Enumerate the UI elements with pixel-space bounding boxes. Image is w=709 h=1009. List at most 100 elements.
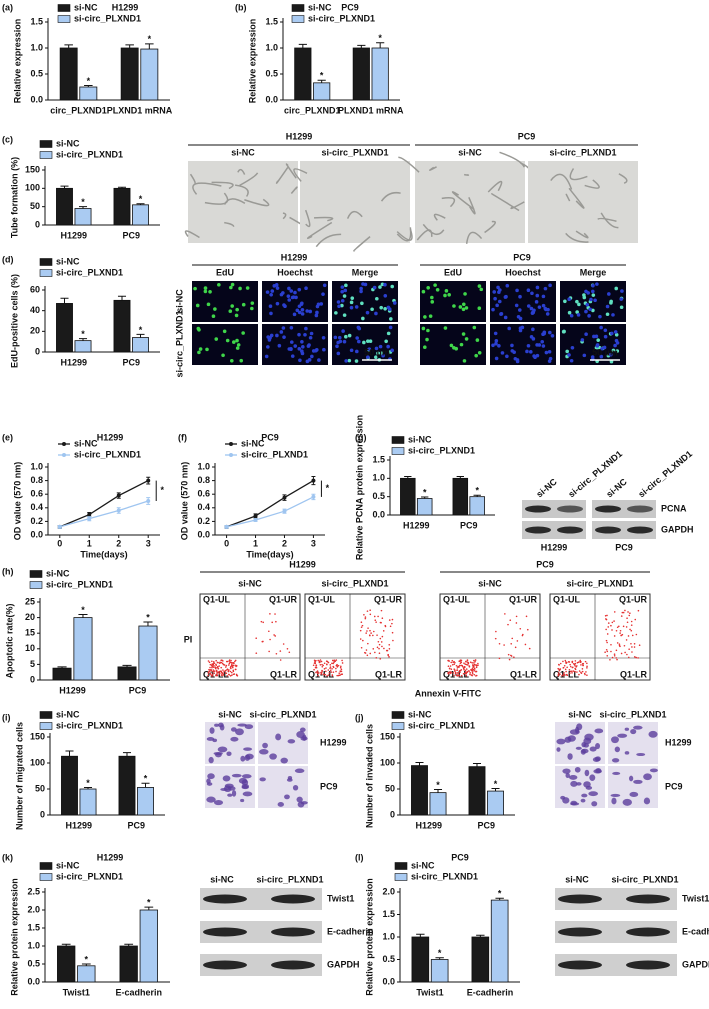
cell bbox=[308, 335, 313, 340]
x-tick-label: Twist1 bbox=[416, 987, 443, 997]
cell bbox=[529, 306, 534, 311]
x-tick-label: PC9 bbox=[122, 230, 140, 240]
cell bbox=[370, 307, 374, 312]
event bbox=[459, 671, 461, 673]
event bbox=[337, 674, 340, 677]
cell bbox=[238, 286, 242, 291]
event bbox=[317, 674, 319, 677]
event bbox=[580, 664, 582, 666]
cell bbox=[386, 331, 391, 336]
cell bbox=[567, 735, 576, 742]
cell bbox=[630, 728, 637, 735]
cell bbox=[620, 289, 624, 293]
cell bbox=[449, 343, 454, 348]
cell bbox=[463, 292, 467, 296]
cell bbox=[297, 287, 302, 292]
cell bbox=[589, 746, 597, 752]
cell bbox=[277, 343, 282, 348]
cell bbox=[321, 335, 326, 340]
cell bbox=[307, 358, 312, 362]
bar bbox=[120, 47, 139, 101]
event bbox=[360, 646, 363, 649]
y-tick-label: 0 bbox=[35, 219, 40, 229]
event bbox=[282, 643, 285, 645]
y-tick-label: 5 bbox=[30, 659, 35, 669]
event bbox=[574, 670, 576, 673]
event bbox=[372, 634, 374, 637]
significance: * bbox=[326, 483, 330, 493]
event bbox=[268, 630, 270, 633]
cell bbox=[633, 725, 643, 730]
event bbox=[364, 652, 367, 654]
row-label: PC9 bbox=[665, 781, 683, 791]
x-tick-label: E-cadherin bbox=[467, 987, 514, 997]
cell bbox=[297, 310, 302, 315]
x-tick-label: H1299 bbox=[60, 357, 87, 367]
x-tick-label: H1299 bbox=[403, 520, 430, 530]
event bbox=[392, 639, 394, 642]
event bbox=[212, 669, 215, 671]
cell bbox=[230, 736, 239, 742]
event bbox=[447, 672, 449, 675]
event bbox=[469, 673, 471, 676]
event bbox=[583, 672, 586, 675]
event bbox=[215, 659, 217, 662]
cell bbox=[304, 286, 308, 291]
event bbox=[626, 653, 628, 656]
x-tick-label: circ_PLXND1 bbox=[50, 105, 107, 115]
event bbox=[471, 669, 473, 672]
event bbox=[380, 621, 382, 624]
tube bbox=[235, 184, 249, 197]
event bbox=[381, 617, 384, 620]
event bbox=[606, 633, 609, 635]
cell bbox=[589, 774, 596, 781]
event bbox=[262, 621, 264, 624]
y-axis-label: Number of invaded cells bbox=[364, 724, 374, 828]
event bbox=[216, 665, 219, 668]
cell bbox=[193, 286, 197, 291]
event bbox=[571, 670, 573, 672]
event bbox=[450, 661, 453, 664]
significance: * bbox=[87, 76, 91, 86]
event bbox=[327, 674, 330, 676]
event bbox=[360, 626, 363, 628]
cell bbox=[376, 351, 380, 356]
event bbox=[380, 609, 383, 612]
event bbox=[255, 652, 258, 654]
event bbox=[452, 661, 455, 664]
bar bbox=[138, 625, 158, 681]
error-bar bbox=[495, 897, 504, 901]
event bbox=[366, 630, 368, 632]
legend-swatch bbox=[291, 4, 305, 12]
event bbox=[269, 638, 271, 641]
event bbox=[627, 611, 629, 613]
cell bbox=[567, 753, 573, 760]
event bbox=[269, 613, 271, 615]
event bbox=[212, 666, 215, 668]
event bbox=[628, 648, 630, 650]
band bbox=[558, 927, 602, 937]
cell bbox=[279, 292, 284, 297]
band bbox=[558, 894, 602, 904]
error-bar bbox=[298, 43, 307, 48]
cell bbox=[544, 350, 549, 355]
cell bbox=[491, 307, 495, 312]
cell bbox=[230, 282, 235, 287]
event bbox=[631, 634, 634, 637]
y-tick-label: 1.0 bbox=[265, 42, 278, 52]
legend-label: si-circ_PLXND1 bbox=[408, 720, 475, 730]
event bbox=[375, 657, 378, 659]
event bbox=[559, 662, 562, 665]
event bbox=[561, 674, 563, 677]
cell bbox=[588, 791, 599, 797]
event bbox=[383, 647, 385, 650]
cell bbox=[550, 333, 555, 338]
tube bbox=[565, 193, 571, 202]
cell bbox=[294, 768, 305, 774]
quadrant-label: Q1-UR bbox=[619, 594, 648, 604]
event bbox=[321, 671, 323, 673]
x-axis-label: Time(days) bbox=[246, 549, 293, 559]
event bbox=[333, 660, 336, 663]
cell bbox=[600, 347, 604, 351]
tube bbox=[510, 201, 525, 210]
